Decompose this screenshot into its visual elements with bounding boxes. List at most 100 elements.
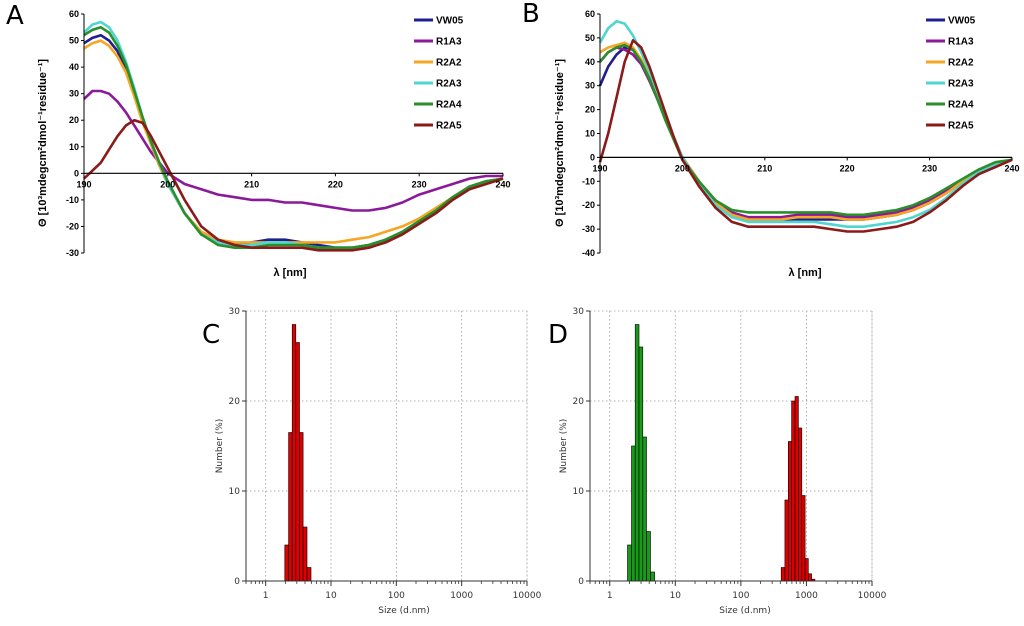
y-tick-label-b: -30 <box>582 224 595 234</box>
dls-chart-d: 1 10 100 1000 10000 0 10 20 30 Size (d.nm) Numbe… <box>559 307 887 616</box>
x-tick-label-a: 230 <box>412 179 427 189</box>
histogram-bar-peak1-c <box>302 526 308 582</box>
histogram-bar-peak1-d <box>634 324 640 582</box>
x-tick-label-a: 210 <box>244 179 259 189</box>
x-tick-label-b: 200 <box>675 163 690 173</box>
cd-axes-b: 60 50 40 30 20 10 0 -10 -20 -30 -40 190 200 210 220 230… <box>582 9 1020 258</box>
x-axis-label-d: Size (d.nm) <box>719 606 770 616</box>
histogram-bar-peak1-c <box>299 432 304 582</box>
y-tick-label-c: 10 <box>229 487 241 497</box>
legend-label-r2a2-a: R2A2 <box>436 58 462 69</box>
histogram-bar-peak2-d <box>804 558 809 582</box>
x-tick-label-d: 10000 <box>858 591 887 601</box>
legend-label-vw05-b: VW05 <box>948 16 976 27</box>
legend-label-r2a3-b: R2A3 <box>948 79 974 90</box>
series-line-r2a5-b <box>598 38 1013 233</box>
series-line-r1a3-a <box>83 89 503 212</box>
y-tick-label-b: 10 <box>585 129 595 139</box>
histogram-bar-peak2-d <box>794 396 799 582</box>
y-tick-label-a: 60 <box>69 9 79 19</box>
histogram-bar-peak2-d <box>798 427 803 582</box>
y-tick-label-d: 20 <box>573 397 585 407</box>
x-tick-label-d: 1 <box>607 591 613 601</box>
histogram-bar-peak1-d <box>650 571 655 582</box>
x-tick-label-a: 200 <box>160 179 175 189</box>
y-tick-label-a: 40 <box>69 62 79 72</box>
x-tick-label-d: 1000 <box>795 591 818 601</box>
histogram-bar-peak2-d <box>801 495 806 582</box>
legend-label-r2a2-b: R2A2 <box>948 58 974 69</box>
x-axis-label-c: Size (d.nm) <box>378 606 429 616</box>
x-tick-label-c: 1000 <box>450 591 473 601</box>
y-axis-label-c: Number (%) <box>215 419 225 474</box>
legend-label-r2a4-b: R2A4 <box>948 100 974 111</box>
y-tick-label-b: 60 <box>585 9 595 19</box>
y-tick-label-b: 0 <box>590 152 595 162</box>
x-axis-label-b: λ [nm] <box>789 267 822 279</box>
legend-label-r2a4-a: R2A4 <box>436 100 462 111</box>
y-tick-label-d: 30 <box>573 307 585 317</box>
histogram-bar-peak1-d <box>627 544 632 582</box>
y-tick-label-a: -30 <box>66 248 79 258</box>
x-tick-label-c: 10 <box>325 591 337 601</box>
x-tick-label-b: 190 <box>592 163 607 173</box>
legend-label-r2a5-a: R2A5 <box>436 121 462 132</box>
legend-label-r2a3-a: R2A3 <box>436 79 462 90</box>
y-tick-label-c: 30 <box>229 307 241 317</box>
legend-label-r2a5-b: R2A5 <box>948 121 974 132</box>
y-tick-label-a: 10 <box>69 142 79 152</box>
histogram-bar-peak1-c <box>284 544 289 582</box>
histogram-bar-peak1-d <box>631 445 636 582</box>
x-tick-label-c: 1 <box>263 591 269 601</box>
dls-axes-c: 1 10 100 1000 10000 0 10 20 30 <box>229 307 542 601</box>
y-tick-label-d: 10 <box>573 487 585 497</box>
y-tick-label-b: 40 <box>585 57 595 67</box>
y-tick-label-a: 20 <box>69 115 79 125</box>
y-tick-label-b: -40 <box>582 248 595 258</box>
panel-letter-d: D <box>548 320 568 350</box>
cd-series-layer-b <box>598 19 1013 233</box>
legend-label-vw05-a: VW05 <box>436 16 464 27</box>
x-tick-label-b: 210 <box>757 163 772 173</box>
y-tick-label-d: 0 <box>578 577 584 587</box>
plot-frame-c <box>245 310 528 582</box>
y-tick-label-b: 20 <box>585 105 595 115</box>
y-tick-label-b: -20 <box>582 200 595 210</box>
x-tick-label-a: 240 <box>495 179 510 189</box>
x-tick-label-b: 220 <box>840 163 855 173</box>
cd-chart-b: 60 50 40 30 20 10 0 -10 -20 -30 -40 190 200 210 220 230… <box>554 9 1020 279</box>
panel-letter-b: B <box>522 0 540 29</box>
y-tick-label-a: -10 <box>66 195 79 205</box>
y-axis-label-b: Θ [10³mdegcm²dmol⁻¹residue⁻¹] <box>554 59 566 227</box>
panel-letter-c: C <box>202 320 220 350</box>
histogram-bar-peak2-d <box>807 573 812 582</box>
series-line-r2a4-b <box>599 43 1013 217</box>
y-axis-label-d: Number (%) <box>559 419 569 474</box>
cd-series-layer-a <box>83 20 504 252</box>
x-tick-label-a: 190 <box>76 179 91 189</box>
dls-bars-c <box>284 324 312 582</box>
histogram-bar-peak2-d <box>780 567 786 582</box>
legend-label-r1a3-b: R1A3 <box>948 37 974 48</box>
y-tick-label-a: -20 <box>66 221 79 231</box>
dls-axes-d: 1 10 100 1000 10000 0 10 20 30 <box>573 307 887 601</box>
y-tick-label-a: 50 <box>69 36 79 46</box>
x-tick-label-b: 230 <box>922 163 937 173</box>
histogram-bar-peak2-d <box>791 400 796 582</box>
histogram-bar-peak1-d <box>642 436 647 582</box>
histogram-bar-peak1-c <box>295 342 300 582</box>
x-tick-label-c: 100 <box>388 591 405 601</box>
histogram-bar-peak1-c <box>306 567 312 582</box>
x-tick-label-c: 10000 <box>513 591 542 601</box>
x-axis-label-a: λ [nm] <box>274 267 307 279</box>
y-tick-label-b: -10 <box>582 176 595 186</box>
histogram-bar-peak2-d <box>784 499 789 582</box>
y-tick-label-b: 30 <box>585 81 595 91</box>
cd-axes-a: 60 50 40 30 20 10 0 -10 -20 -30 190 200 210 220 230 240 <box>66 9 511 258</box>
histogram-bar-peak1-d <box>638 346 644 582</box>
series-line-r2a3-b <box>598 19 1013 228</box>
x-tick-label-a: 220 <box>328 179 343 189</box>
y-tick-label-b: 50 <box>585 33 595 43</box>
histogram-bar-peak1-c <box>291 324 297 582</box>
y-tick-label-c: 20 <box>229 397 241 407</box>
